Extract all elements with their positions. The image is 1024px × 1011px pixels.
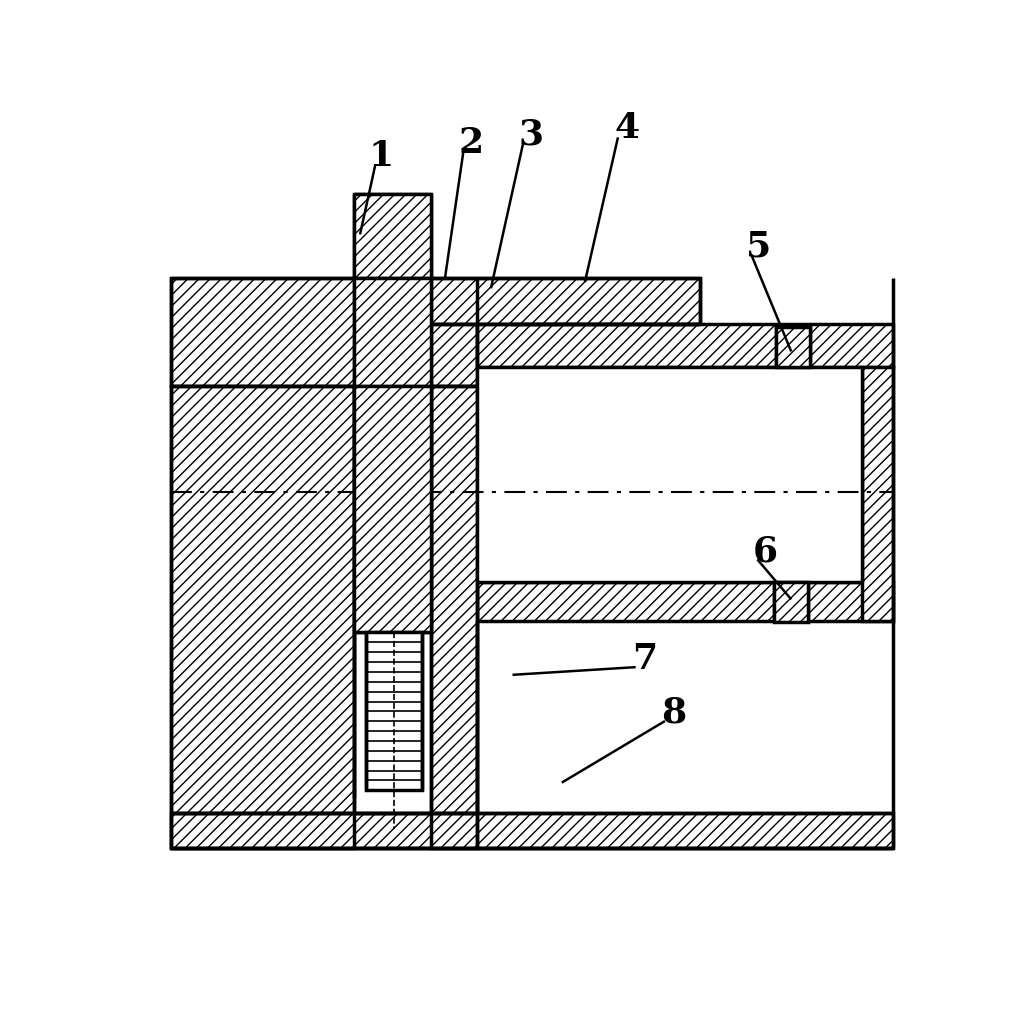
Bar [431, 326, 477, 387]
Text: 6: 6 [753, 534, 777, 567]
Text: 2: 2 [459, 126, 483, 160]
Text: 7: 7 [633, 641, 657, 675]
Bar [477, 583, 893, 622]
Bar [354, 279, 431, 387]
Bar [171, 279, 354, 387]
Text: 1: 1 [369, 139, 394, 173]
Text: 4: 4 [614, 110, 640, 145]
Bar [477, 367, 862, 583]
Bar [367, 633, 422, 791]
Text: 8: 8 [662, 696, 687, 729]
Bar [776, 328, 810, 367]
Bar [774, 583, 808, 623]
Bar [171, 387, 354, 848]
Text: 5: 5 [746, 228, 771, 263]
Bar [171, 814, 893, 848]
Bar [431, 279, 700, 326]
Bar [431, 387, 477, 848]
Bar [862, 367, 893, 622]
Bar [477, 326, 893, 367]
Bar [354, 194, 431, 279]
Bar [354, 387, 431, 633]
Text: 3: 3 [518, 117, 544, 152]
